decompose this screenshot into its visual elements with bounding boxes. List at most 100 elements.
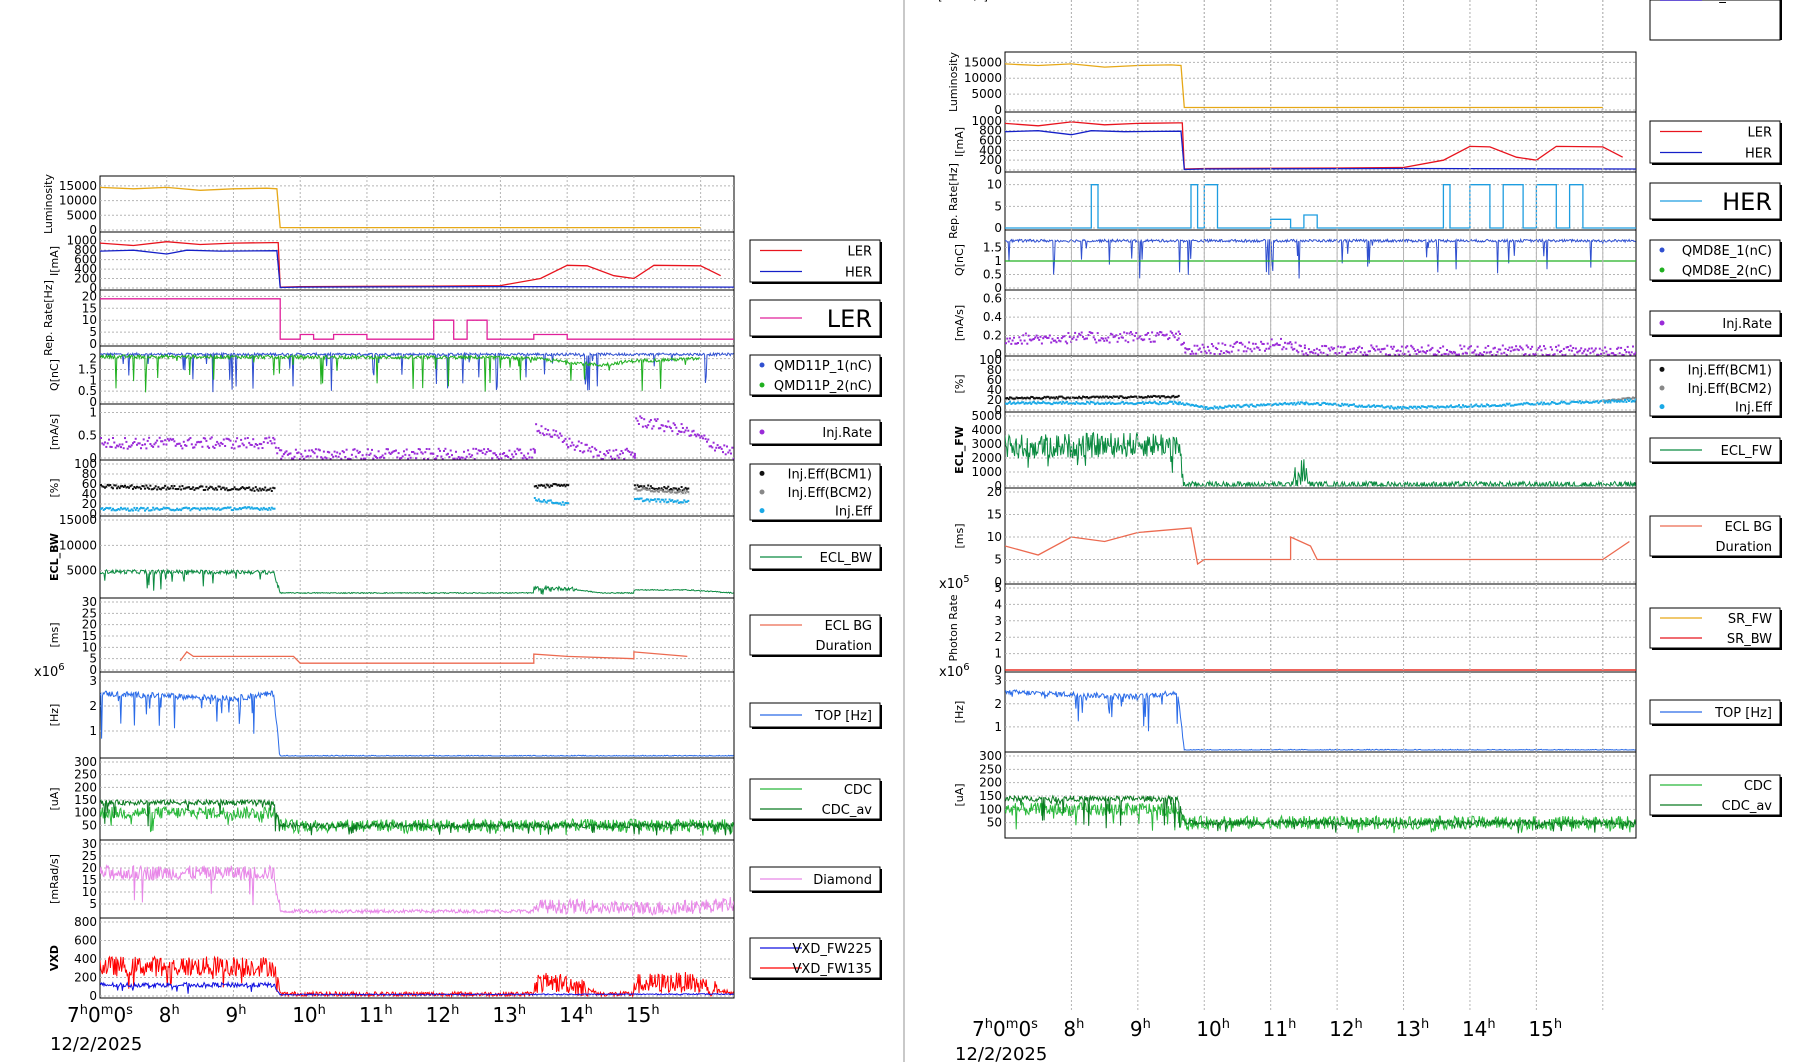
data-dot <box>1450 404 1452 407</box>
data-dot <box>164 439 167 442</box>
data-dot <box>1480 403 1483 406</box>
data-dot <box>148 436 151 439</box>
date-label: 12/2/2025 <box>955 1044 1047 1062</box>
data-dot <box>269 508 272 511</box>
data-dot <box>154 507 157 510</box>
data-dot <box>1553 401 1556 404</box>
data-dot <box>548 433 551 436</box>
data-dot <box>553 483 556 486</box>
data-dot <box>209 437 212 440</box>
data-dot <box>124 507 126 510</box>
data-dot <box>619 453 622 456</box>
data-dot <box>1458 353 1460 356</box>
data-dot <box>1185 402 1188 405</box>
data-dot <box>575 445 578 448</box>
series-HER <box>100 249 734 289</box>
data-dot <box>120 485 122 488</box>
data-dot <box>663 430 666 433</box>
data-dot <box>1107 396 1110 399</box>
legend-box <box>749 614 881 656</box>
data-dot <box>1496 350 1499 353</box>
data-dot <box>1124 339 1127 342</box>
data-dot <box>1370 405 1373 408</box>
data-dot <box>1390 405 1393 408</box>
data-dot <box>224 506 227 509</box>
data-dot <box>213 447 216 449</box>
data-dot <box>541 432 544 435</box>
legend-label: CDC <box>1744 779 1772 794</box>
data-dot <box>645 487 648 490</box>
legend-eff: Inj.Eff(BCM1)Inj.Eff(BCM2)Inj.Eff <box>749 463 882 522</box>
data-dot <box>1171 331 1174 334</box>
data-dot <box>1051 396 1054 399</box>
data-dot <box>651 490 654 493</box>
y-tick-label: 5000 <box>971 409 1002 423</box>
data-dot <box>1120 395 1123 398</box>
data-dot <box>641 425 644 428</box>
data-dot <box>1573 353 1576 356</box>
data-dot <box>545 501 548 504</box>
y-tick-label: 20000 <box>964 0 1002 3</box>
data-dot <box>1228 351 1231 354</box>
data-dot <box>1084 402 1087 405</box>
data-dot <box>549 484 552 487</box>
data-dot <box>242 487 245 490</box>
data-dot <box>380 456 383 458</box>
data-dot <box>1411 407 1414 409</box>
data-dot <box>276 452 279 455</box>
y-tick-label: 0.6 <box>983 292 1002 306</box>
data-dot <box>168 507 171 510</box>
data-dot <box>240 438 243 441</box>
data-dot <box>153 508 156 511</box>
data-dot <box>1373 348 1375 350</box>
data-dot <box>1454 405 1456 408</box>
data-dot <box>117 485 120 488</box>
data-dot <box>217 485 220 488</box>
data-dot <box>1010 342 1013 345</box>
data-dot <box>1050 396 1053 399</box>
data-dot <box>333 450 336 453</box>
data-dot <box>1098 396 1100 399</box>
data-dot <box>700 435 703 438</box>
data-dot <box>1321 402 1324 405</box>
data-dot <box>234 508 237 511</box>
data-dot <box>1141 396 1144 399</box>
data-dot <box>198 509 201 512</box>
data-dot <box>1634 398 1636 401</box>
data-dot <box>1038 396 1041 399</box>
series-group <box>100 298 734 340</box>
data-dot <box>142 507 145 510</box>
data-dot <box>1184 351 1187 354</box>
data-dot <box>1038 401 1041 404</box>
data-dot <box>164 484 167 487</box>
data-dot <box>261 508 264 511</box>
data-dot <box>1322 351 1325 354</box>
data-dot <box>1333 402 1336 405</box>
data-dot <box>607 452 610 454</box>
data-dot <box>549 499 552 502</box>
data-dot <box>1052 396 1055 399</box>
data-dot <box>1519 345 1522 348</box>
data-dot <box>258 509 261 511</box>
data-dot <box>1505 402 1508 405</box>
data-dot <box>499 453 502 456</box>
data-dot <box>1612 399 1615 402</box>
data-dot <box>561 484 564 487</box>
data-dot <box>1315 402 1318 404</box>
y-tick-label: 15 <box>82 873 97 887</box>
data-dot <box>133 441 136 443</box>
data-dot <box>240 487 243 490</box>
data-dot <box>557 483 560 486</box>
data-dot <box>605 450 608 453</box>
series-group <box>1005 527 1630 566</box>
data-dot <box>653 418 656 421</box>
data-dot <box>1250 350 1253 353</box>
data-dot <box>150 488 153 491</box>
data-dot <box>158 508 161 511</box>
data-dot <box>250 506 253 509</box>
data-dot <box>1625 401 1628 403</box>
data-dot <box>105 445 108 448</box>
data-dot <box>608 449 611 452</box>
